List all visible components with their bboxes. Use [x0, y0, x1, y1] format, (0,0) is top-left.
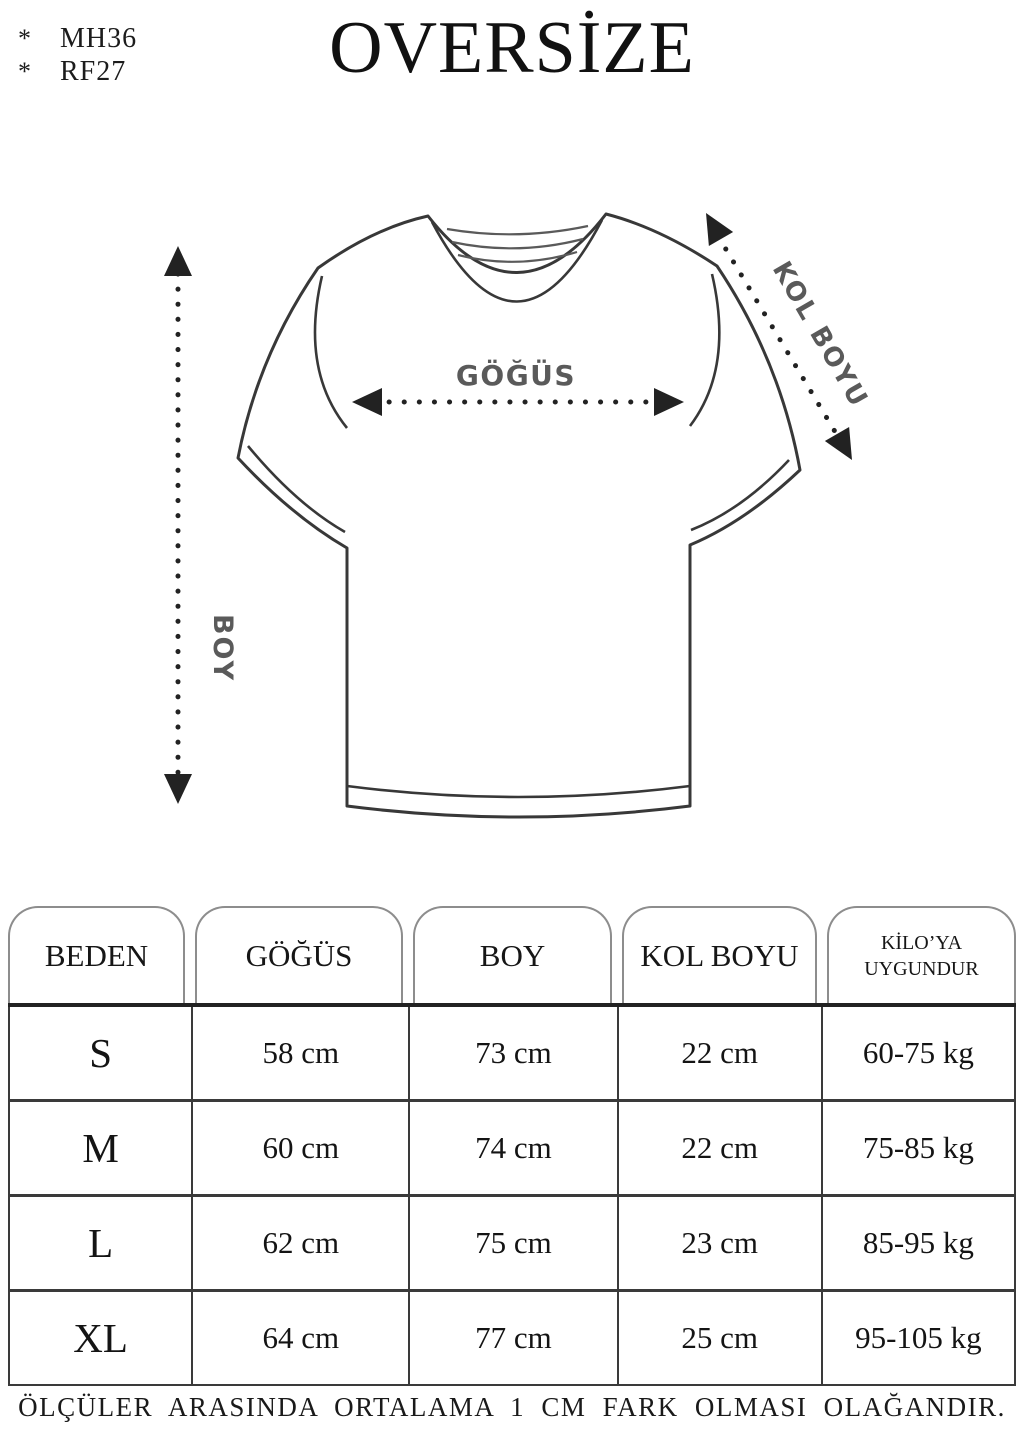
tshirt-outline	[236, 212, 802, 819]
size-diagram: BOY GÖĞÜS KOL BOYU	[164, 212, 874, 819]
product-code-line: * MH36	[18, 22, 137, 55]
cell-length: 73 cm	[408, 1007, 616, 1099]
cell-length: 74 cm	[408, 1102, 616, 1194]
hem-seam	[346, 784, 691, 799]
header-weight: KİLO’YA UYGUNDUR	[827, 906, 1016, 1003]
cell-chest: 58 cm	[191, 1007, 408, 1099]
header-size: BEDEN	[8, 906, 185, 1003]
size-table-body: S 58 cm 73 cm 22 cm 60-75 kg M 60 cm 74 …	[8, 1007, 1016, 1386]
header-sleeve: KOL BOYU	[622, 906, 817, 1003]
arrowhead-up	[164, 246, 192, 276]
cell-length: 75 cm	[408, 1197, 616, 1289]
left-cuff-seam	[246, 445, 346, 534]
size-table-header: BEDEN GÖĞÜS BOY KOL BOYU KİLO’YA UYGUNDU…	[8, 906, 1016, 1007]
right-armhole-seam	[688, 273, 721, 427]
cell-sleeve: 25 cm	[616, 1292, 821, 1384]
arrowhead-right	[654, 388, 684, 416]
collar-ribbing	[446, 224, 589, 263]
cell-weight: 85-95 kg	[820, 1197, 1014, 1289]
right-cuff-seam	[690, 459, 790, 532]
sleeve-label: KOL BOYU	[766, 257, 874, 414]
product-code-line: * RF27	[18, 55, 137, 88]
table-row-l: L 62 cm 75 cm 23 cm 85-95 kg	[10, 1197, 1014, 1292]
cell-size: L	[88, 1220, 114, 1266]
cell-chest: 64 cm	[191, 1292, 408, 1384]
header-length: BOY	[413, 906, 612, 1003]
cell-weight: 75-85 kg	[820, 1102, 1014, 1194]
arrowhead-down	[164, 774, 192, 804]
chest-label: GÖĞÜS	[456, 358, 576, 392]
collar-band	[430, 219, 604, 303]
cell-weight: 95-105 kg	[820, 1292, 1014, 1384]
product-codes: * MH36 * RF27	[18, 22, 137, 88]
cell-size: S	[89, 1030, 113, 1076]
page-title: OVERSİZE	[329, 7, 695, 89]
cell-size: XL	[73, 1315, 128, 1361]
cell-size: M	[82, 1125, 119, 1171]
cell-chest: 62 cm	[191, 1197, 408, 1289]
cell-length: 77 cm	[408, 1292, 616, 1384]
left-armhole-seam	[313, 275, 349, 429]
asterisk-bullet: *	[18, 57, 32, 87]
header-chest: GÖĞÜS	[195, 906, 403, 1003]
cell-chest: 60 cm	[191, 1102, 408, 1194]
tolerance-note: ÖLÇÜLER ARASINDA ORTALAMA 1 CM FARK OLMA…	[18, 1392, 1006, 1422]
arrowhead-up-left	[706, 213, 734, 246]
length-label: BOY	[207, 614, 238, 682]
product-code: MH36	[60, 23, 138, 54]
product-code: RF27	[60, 56, 127, 88]
cell-sleeve: 23 cm	[616, 1197, 821, 1289]
table-row-s: S 58 cm 73 cm 22 cm 60-75 kg	[10, 1007, 1014, 1102]
table-row-m: M 60 cm 74 cm 22 cm 75-85 kg	[10, 1102, 1014, 1197]
arrowhead-down-right	[824, 427, 852, 460]
size-table: BEDEN GÖĞÜS BOY KOL BOYU KİLO’YA UYGUNDU…	[8, 906, 1016, 1386]
table-row-xl: XL 64 cm 77 cm 25 cm 95-105 kg	[10, 1292, 1014, 1384]
asterisk-bullet: *	[18, 24, 32, 53]
cell-sleeve: 22 cm	[616, 1102, 821, 1194]
chest-arrow: GÖĞÜS	[352, 358, 684, 416]
length-arrow: BOY	[164, 246, 238, 804]
arrowhead-left	[352, 388, 382, 416]
cell-weight: 60-75 kg	[820, 1007, 1014, 1099]
cell-sleeve: 22 cm	[616, 1007, 821, 1099]
tshirt-seams	[246, 273, 790, 799]
